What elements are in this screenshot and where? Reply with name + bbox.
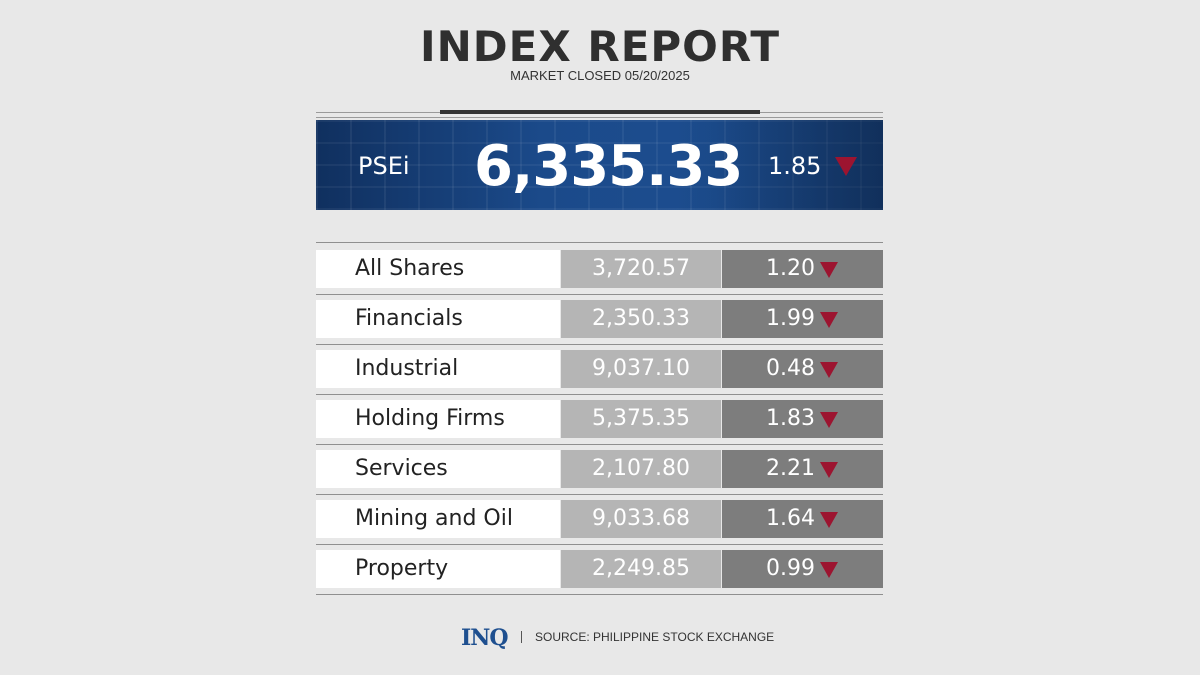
down-arrow-icon bbox=[820, 412, 838, 428]
sector-change: 1.99 bbox=[766, 306, 815, 331]
sector-name: Services bbox=[316, 450, 560, 488]
sector-change: 1.20 bbox=[766, 256, 815, 281]
market-closed-date: MARKET CLOSED 05/20/2025 bbox=[510, 68, 690, 83]
down-arrow-icon bbox=[820, 512, 838, 528]
sector-name: All Shares bbox=[316, 250, 560, 288]
source-credit: SOURCE: PHILIPPINE STOCK EXCHANGE bbox=[535, 630, 775, 644]
sector-value: 2,350.33 bbox=[561, 300, 721, 338]
table-row: Industrial 9,037.10 0.48 bbox=[316, 350, 883, 388]
table-row: Mining and Oil 9,033.68 1.64 bbox=[316, 500, 883, 538]
table-row: All Shares 3,720.57 1.20 bbox=[316, 250, 883, 288]
inq-logo: INQ bbox=[461, 625, 509, 651]
sector-value: 5,375.35 bbox=[561, 400, 721, 438]
divider bbox=[316, 294, 883, 295]
table-row: Services 2,107.80 2.21 bbox=[316, 450, 883, 488]
sector-change: 2.21 bbox=[766, 456, 815, 481]
sector-name: Mining and Oil bbox=[316, 500, 560, 538]
title-accent-bar bbox=[440, 110, 760, 114]
building-background bbox=[316, 120, 883, 210]
sector-change: 1.64 bbox=[766, 506, 815, 531]
sector-change-cell: 0.99 bbox=[722, 550, 883, 588]
down-arrow-icon bbox=[820, 562, 838, 578]
sector-change-cell: 0.48 bbox=[722, 350, 883, 388]
divider bbox=[316, 494, 883, 495]
down-arrow-icon bbox=[820, 262, 838, 278]
sector-value: 9,033.68 bbox=[561, 500, 721, 538]
down-arrow-icon bbox=[820, 362, 838, 378]
divider bbox=[316, 444, 883, 445]
divider bbox=[316, 242, 883, 243]
sector-change-cell: 1.99 bbox=[722, 300, 883, 338]
sector-value: 3,720.57 bbox=[561, 250, 721, 288]
divider bbox=[316, 544, 883, 545]
psei-value: 6,335.33 bbox=[474, 134, 743, 199]
down-arrow-icon bbox=[820, 462, 838, 478]
sector-name: Industrial bbox=[316, 350, 560, 388]
divider bbox=[316, 394, 883, 395]
sector-name: Holding Firms bbox=[316, 400, 560, 438]
psei-banner: PSEi 6,335.33 1.85 bbox=[316, 120, 883, 210]
sector-value: 9,037.10 bbox=[561, 350, 721, 388]
divider bbox=[316, 594, 883, 595]
sector-value: 2,107.80 bbox=[561, 450, 721, 488]
sector-name: Financials bbox=[316, 300, 560, 338]
sector-change-cell: 1.83 bbox=[722, 400, 883, 438]
divider bbox=[316, 344, 883, 345]
divider bbox=[316, 117, 883, 118]
psei-label: PSEi bbox=[358, 152, 410, 180]
divider bbox=[521, 631, 522, 643]
sector-name: Property bbox=[316, 550, 560, 588]
sector-change: 1.83 bbox=[766, 406, 815, 431]
sector-change-cell: 1.64 bbox=[722, 500, 883, 538]
down-arrow-icon bbox=[835, 157, 857, 176]
page-title: INDEX REPORT bbox=[420, 22, 780, 71]
table-row: Property 2,249.85 0.99 bbox=[316, 550, 883, 588]
sector-change: 0.99 bbox=[766, 556, 815, 581]
sector-value: 2,249.85 bbox=[561, 550, 721, 588]
down-arrow-icon bbox=[820, 312, 838, 328]
psei-change: 1.85 bbox=[768, 152, 822, 180]
sector-change-cell: 2.21 bbox=[722, 450, 883, 488]
table-row: Financials 2,350.33 1.99 bbox=[316, 300, 883, 338]
table-row: Holding Firms 5,375.35 1.83 bbox=[316, 400, 883, 438]
sector-change-cell: 1.20 bbox=[722, 250, 883, 288]
sector-change: 0.48 bbox=[766, 356, 815, 381]
